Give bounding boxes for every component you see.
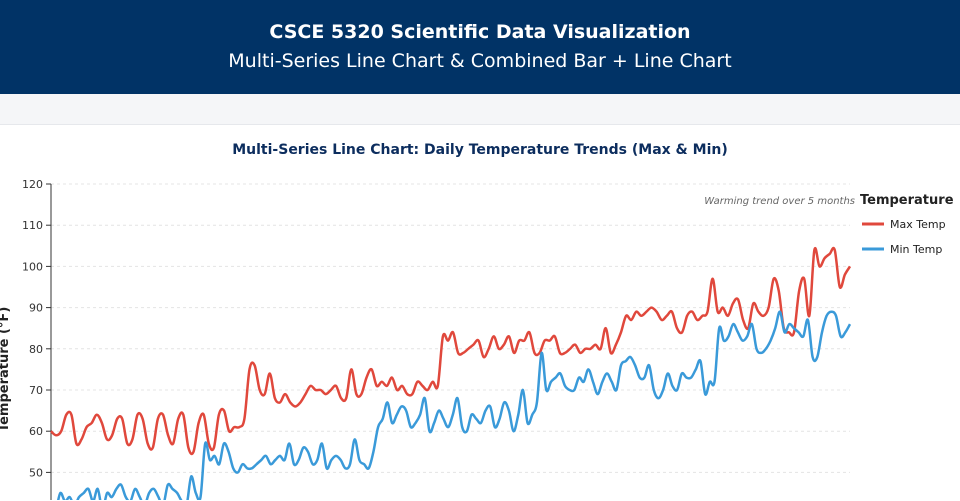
y-tick-label: 80 xyxy=(29,343,43,356)
legend-label-min: Min Temp xyxy=(890,243,942,256)
y-axis: 50 60 70 80 90 100 110 120 xyxy=(22,178,52,500)
legend-label-max: Max Temp xyxy=(890,218,946,231)
y-tick-label: 90 xyxy=(29,302,43,315)
page-subtitle: Multi-Series Line Chart & Combined Bar +… xyxy=(228,50,732,72)
page-header: CSCE 5320 Scientific Data Visualization … xyxy=(0,0,960,94)
legend-item-max-temp[interactable]: Max Temp xyxy=(862,218,946,231)
page-title: CSCE 5320 Scientific Data Visualization xyxy=(269,21,691,43)
y-tick-label: 60 xyxy=(29,425,43,438)
y-axis-label: Temperature (°F) xyxy=(0,307,12,432)
line-chart: Multi-Series Line Chart: Daily Temperatu… xyxy=(0,142,954,500)
y-tick-label: 110 xyxy=(22,219,43,232)
y-tick-label: 50 xyxy=(29,466,43,479)
series-line-max-temp[interactable] xyxy=(50,246,852,456)
chart-annotation: Warming trend over 5 months xyxy=(704,196,855,207)
legend-item-min-temp[interactable]: Min Temp xyxy=(862,243,942,256)
spacer-band xyxy=(0,94,960,122)
y-tick-label: 100 xyxy=(22,260,43,273)
y-tick-label: 70 xyxy=(29,384,43,397)
series-lines xyxy=(50,246,852,500)
grid-lines xyxy=(51,183,850,473)
legend: Temperature Max Temp Min Temp xyxy=(860,193,954,256)
series-line-min-temp[interactable] xyxy=(51,310,852,500)
chart-card xyxy=(0,124,960,501)
legend-title: Temperature xyxy=(860,193,954,208)
chart-title: Multi-Series Line Chart: Daily Temperatu… xyxy=(232,142,728,158)
y-tick-label: 120 xyxy=(22,178,43,191)
